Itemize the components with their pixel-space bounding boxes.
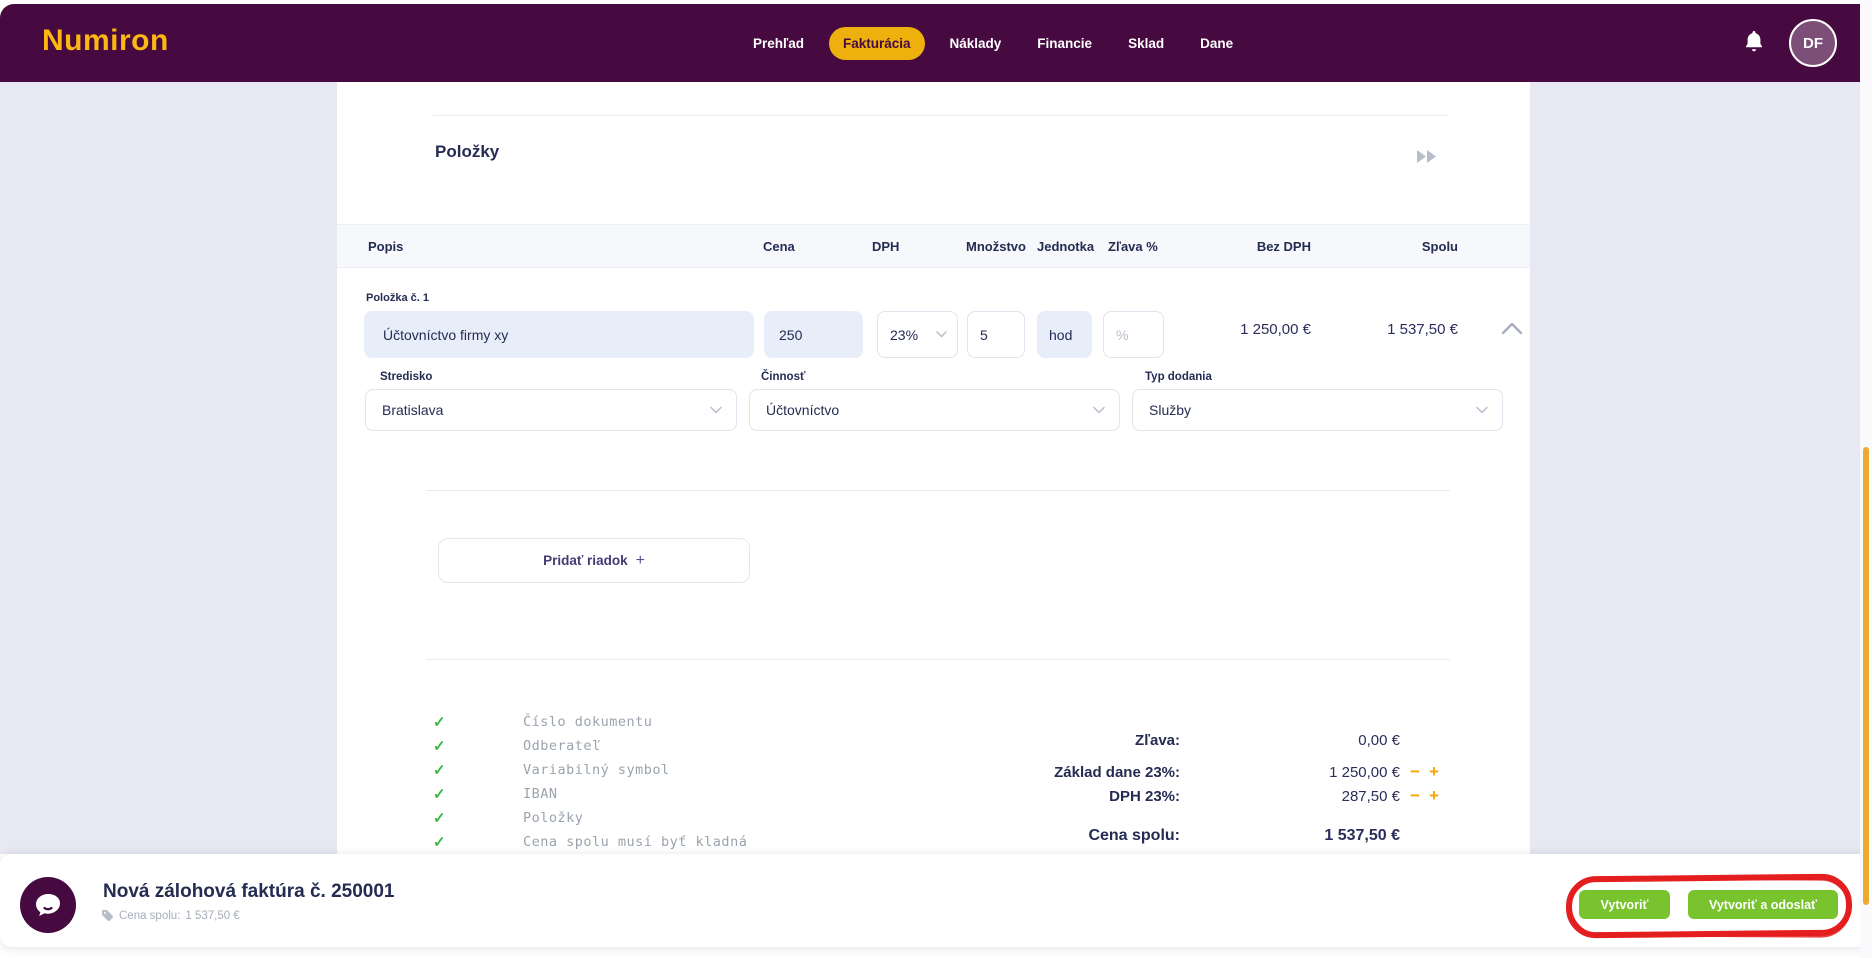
item-unit-input[interactable]: [1037, 311, 1092, 358]
cinnost-select[interactable]: Účtovníctvo: [749, 389, 1120, 431]
items-table-header: Popis Cena DPH Množstvo Jednotka Zľava %…: [337, 224, 1530, 268]
chevron-down-icon: [936, 331, 947, 338]
stredisko-select[interactable]: Bratislava: [365, 389, 737, 431]
document-title: Nová zálohová faktúra č. 250001: [103, 881, 395, 902]
chevron-down-icon: [710, 406, 722, 414]
validation-item: ✓ Cena spolu musí byť kladná: [433, 834, 748, 851]
cinnost-label: Činnosť: [761, 371, 806, 383]
app-header: Numiron Prehľad Fakturácia Náklady Finan…: [0, 4, 1860, 82]
item-vat-value: 23%: [890, 326, 919, 343]
chevron-down-icon: [1476, 406, 1488, 414]
divider: [426, 659, 1450, 660]
chat-bubble-icon[interactable]: [20, 877, 76, 933]
check-icon: ✓: [433, 834, 446, 851]
col-cena: Cena: [763, 239, 795, 254]
check-icon: ✓: [433, 786, 446, 803]
items-section-title: Položky: [435, 142, 500, 161]
col-dph: DPH: [872, 239, 900, 254]
item-discount-input[interactable]: [1103, 311, 1164, 358]
summary-row-total: Cena spolu: 1 537,50 €: [1088, 827, 1400, 844]
nav-dane[interactable]: Dane: [1200, 35, 1234, 51]
stredisko-value: Bratislava: [382, 402, 444, 418]
chevron-up-icon[interactable]: [1501, 322, 1523, 340]
typ-dodania-label: Typ dodania: [1145, 371, 1212, 383]
nav-financie[interactable]: Financie: [1037, 35, 1093, 51]
item-gross-total: 1 537,50 €: [1387, 321, 1458, 338]
divider: [433, 115, 1449, 116]
col-mnozstvo: Množstvo: [966, 239, 1026, 254]
col-jednotka: Jednotka: [1037, 239, 1095, 254]
fast-forward-icon[interactable]: [1415, 148, 1439, 170]
item-description-input[interactable]: [364, 311, 754, 358]
minus-icon[interactable]: −: [1410, 786, 1420, 805]
invoice-items-card: Položky Popis Cena DPH Množstvo Jednotka…: [337, 82, 1530, 854]
nav-prehlad[interactable]: Prehľad: [753, 35, 804, 51]
col-popis: Popis: [368, 239, 404, 254]
scrollbar-thumb[interactable]: [1863, 447, 1869, 905]
minus-icon[interactable]: −: [1410, 762, 1420, 781]
subtotal-value: 1 537,50 €: [185, 909, 240, 922]
validation-item: ✓ Číslo dokumentu: [433, 714, 653, 731]
nav-naklady[interactable]: Náklady: [949, 35, 1002, 51]
summary-row-tax-base: Základ dane 23%: 1 250,00 € − +: [1054, 762, 1439, 781]
create-button[interactable]: Vytvoriť: [1579, 890, 1670, 919]
add-row-button[interactable]: Pridať riadok +: [438, 538, 750, 583]
item-quantity-input[interactable]: [967, 311, 1025, 358]
add-row-label: Pridať riadok: [543, 553, 628, 568]
nav-fakturacia[interactable]: Fakturácia: [828, 26, 925, 60]
document-subtotal: Cena spolu: 1 537,50 €: [101, 909, 240, 922]
summary-row-vat: DPH 23%: 287,50 € − +: [1109, 786, 1439, 805]
check-icon: ✓: [433, 810, 446, 827]
divider: [426, 490, 1450, 491]
item-number-label: Položka č. 1: [366, 292, 429, 304]
check-icon: ✓: [433, 762, 446, 779]
stredisko-label: Stredisko: [380, 371, 433, 383]
nav-sklad[interactable]: Sklad: [1128, 35, 1165, 51]
typ-dodania-value: Služby: [1149, 402, 1192, 418]
tag-icon: [102, 910, 114, 922]
check-icon: ✓: [433, 738, 446, 755]
typ-dodania-select[interactable]: Služby: [1132, 389, 1503, 431]
footer-action-bar: Nová zálohová faktúra č. 250001 Cena spo…: [0, 854, 1872, 947]
col-zlava: Zľava %: [1108, 239, 1158, 254]
app-logo[interactable]: Numiron: [42, 24, 169, 57]
check-icon: ✓: [433, 714, 446, 731]
notifications-bell-icon[interactable]: [1744, 30, 1764, 58]
item-net-total: 1 250,00 €: [1240, 321, 1311, 338]
summary-row-discount: Zľava: 0,00 €: [1135, 731, 1400, 749]
validation-item: ✓ Položky: [433, 810, 584, 827]
create-and-send-button[interactable]: Vytvoriť a odoslať: [1688, 890, 1838, 919]
item-price-input[interactable]: [764, 311, 863, 358]
col-bez-dph: Bez DPH: [1256, 239, 1311, 254]
validation-item: ✓ Variabilný symbol: [433, 762, 670, 779]
plus-icon[interactable]: +: [1428, 762, 1439, 781]
item-vat-select[interactable]: 23%: [877, 311, 958, 358]
plus-icon[interactable]: +: [1428, 786, 1439, 805]
plus-icon: +: [635, 551, 645, 569]
cinnost-value: Účtovníctvo: [766, 402, 840, 418]
chevron-down-icon: [1093, 406, 1105, 414]
user-avatar[interactable]: DF: [1789, 19, 1837, 67]
validation-item: ✓ Odberateľ: [433, 738, 601, 755]
col-spolu: Spolu: [1421, 239, 1458, 254]
main-nav: Prehľad Fakturácia Náklady Financie Skla…: [742, 4, 1244, 82]
subtotal-label: Cena spolu:: [119, 909, 181, 922]
validation-item: ✓ IBAN: [433, 786, 558, 803]
